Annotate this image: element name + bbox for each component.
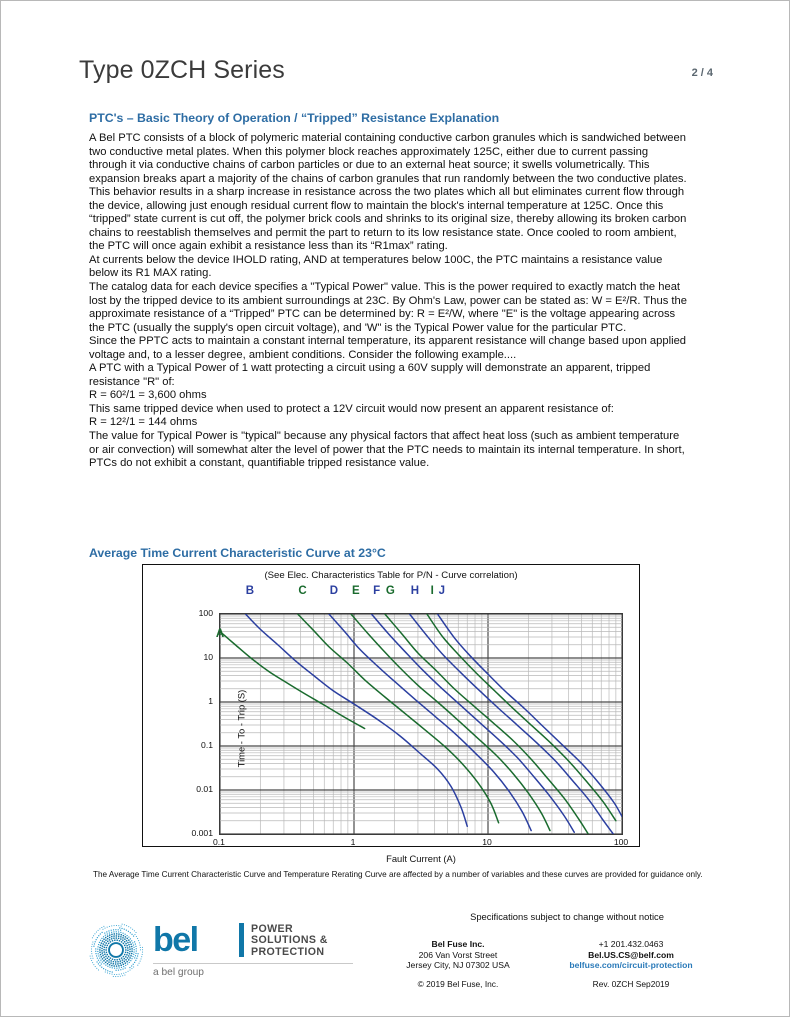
paragraph: The value for Typical Power is "typical"… xyxy=(89,430,685,470)
x-tick-label: 0.1 xyxy=(213,837,225,847)
bel-logo: bel POWER SOLUTIONS & PROTECTION a bel g… xyxy=(87,919,367,983)
logo-subtext: a bel group xyxy=(153,967,204,978)
paragraph: R = 60²/1 = 3,600 ohms xyxy=(89,389,207,402)
y-tick-label: 0.001 xyxy=(191,828,213,838)
company-contact: +1 201.432.0463 Bel.US.CS@belf.com belfu… xyxy=(547,939,715,971)
bel-dotted-circle-icon xyxy=(89,923,144,978)
spec-change-note: Specifications subject to change without… xyxy=(470,911,664,922)
paragraph: Since the PPTC acts to maintain a consta… xyxy=(89,335,687,361)
curve-label-h: H xyxy=(410,585,420,597)
x-tick-label: 100 xyxy=(613,837,629,847)
website-link[interactable]: belfuse.com/circuit-protection xyxy=(569,960,693,971)
section-heading-curve: Average Time Current Characteristic Curv… xyxy=(89,546,386,560)
logo-tagline: POWER SOLUTIONS & PROTECTION xyxy=(251,923,328,958)
logo-rule xyxy=(153,963,353,964)
x-tick-label: 1 xyxy=(350,837,356,847)
page-title: Type 0ZCH Series xyxy=(79,56,285,84)
chart-svg xyxy=(220,614,622,834)
page-indicator: 2 / 4 xyxy=(691,67,713,79)
y-tick-label: 100 xyxy=(198,608,213,618)
revision-text: Rev. 0ZCH Sep2019 xyxy=(592,979,670,989)
logo-tagline-line: SOLUTIONS & xyxy=(251,934,328,947)
y-tick-label: 1 xyxy=(208,696,213,706)
curve-label-i: I xyxy=(430,585,434,597)
chart-guidance-note: The Average Time Current Characteristic … xyxy=(93,870,703,879)
chart-plot-wrapper: 0.001 0.01 0.1 1 10 100 0.1 1 10 100 Time - To -… xyxy=(191,608,628,847)
copyright-text: © 2019 Bel Fuse, Inc. xyxy=(417,979,499,989)
page-header: Type 0ZCH Series 2 / 4 xyxy=(79,56,713,90)
paragraph: The catalog data for each device specifi… xyxy=(89,281,687,334)
curve-label-a: A xyxy=(215,628,225,640)
curve-label-g: G xyxy=(385,585,395,597)
curve-label-c: C xyxy=(298,585,307,597)
paragraph: This same tripped device when used to pr… xyxy=(89,402,614,415)
logo-divider-bar xyxy=(239,923,244,957)
chart-x-axis-title: Fault Current (A) xyxy=(386,853,456,864)
y-tick-label: 0.1 xyxy=(201,740,213,750)
phone-number: +1 201.432.0463 xyxy=(598,939,664,949)
chart-y-axis-title: Time - To - Trip (S) xyxy=(235,689,247,768)
paragraph: At currents below the device IHOLD ratin… xyxy=(89,253,663,280)
curve-label-e: E xyxy=(351,585,360,597)
paragraph: A Bel PTC consists of a block of polymer… xyxy=(89,132,687,253)
x-tick-label: 10 xyxy=(482,837,492,847)
curve-label-b: B xyxy=(245,585,255,597)
company-name: Bel Fuse Inc. xyxy=(431,939,485,949)
theory-body-text: A Bel PTC consists of a block of polymer… xyxy=(89,132,689,471)
email-address[interactable]: Bel.US.CS@belf.com xyxy=(588,949,674,960)
paragraph: A PTC with a Typical Power of 1 watt pro… xyxy=(89,362,651,388)
address-line: Jersey City, NJ 07302 USA xyxy=(406,960,510,971)
logo-tagline-line: POWER xyxy=(251,923,294,935)
curve-label-d: D xyxy=(329,585,339,597)
company-address: Bel Fuse Inc. 206 Van Vorst Street Jerse… xyxy=(383,939,533,971)
address-line: 206 Van Vorst Street xyxy=(418,949,498,960)
paragraph: R = 12²/1 = 144 ohms xyxy=(89,416,198,429)
logo-tagline-line: PROTECTION xyxy=(251,945,325,958)
curve-label-j: J xyxy=(438,585,445,597)
y-tick-label: 10 xyxy=(203,652,213,662)
section-heading-theory: PTC's – Basic Theory of Operation / “Tri… xyxy=(89,111,500,125)
chart-subtitle: (See Elec. Characteristics Table for P/N… xyxy=(264,570,518,581)
chart-plot-area xyxy=(219,613,623,835)
logo-wordmark: bel xyxy=(153,921,199,959)
y-tick-label: 0.01 xyxy=(196,784,213,794)
time-current-chart: (See Elec. Characteristics Table for P/N… xyxy=(142,564,640,864)
curve-label-f: F xyxy=(373,585,381,597)
